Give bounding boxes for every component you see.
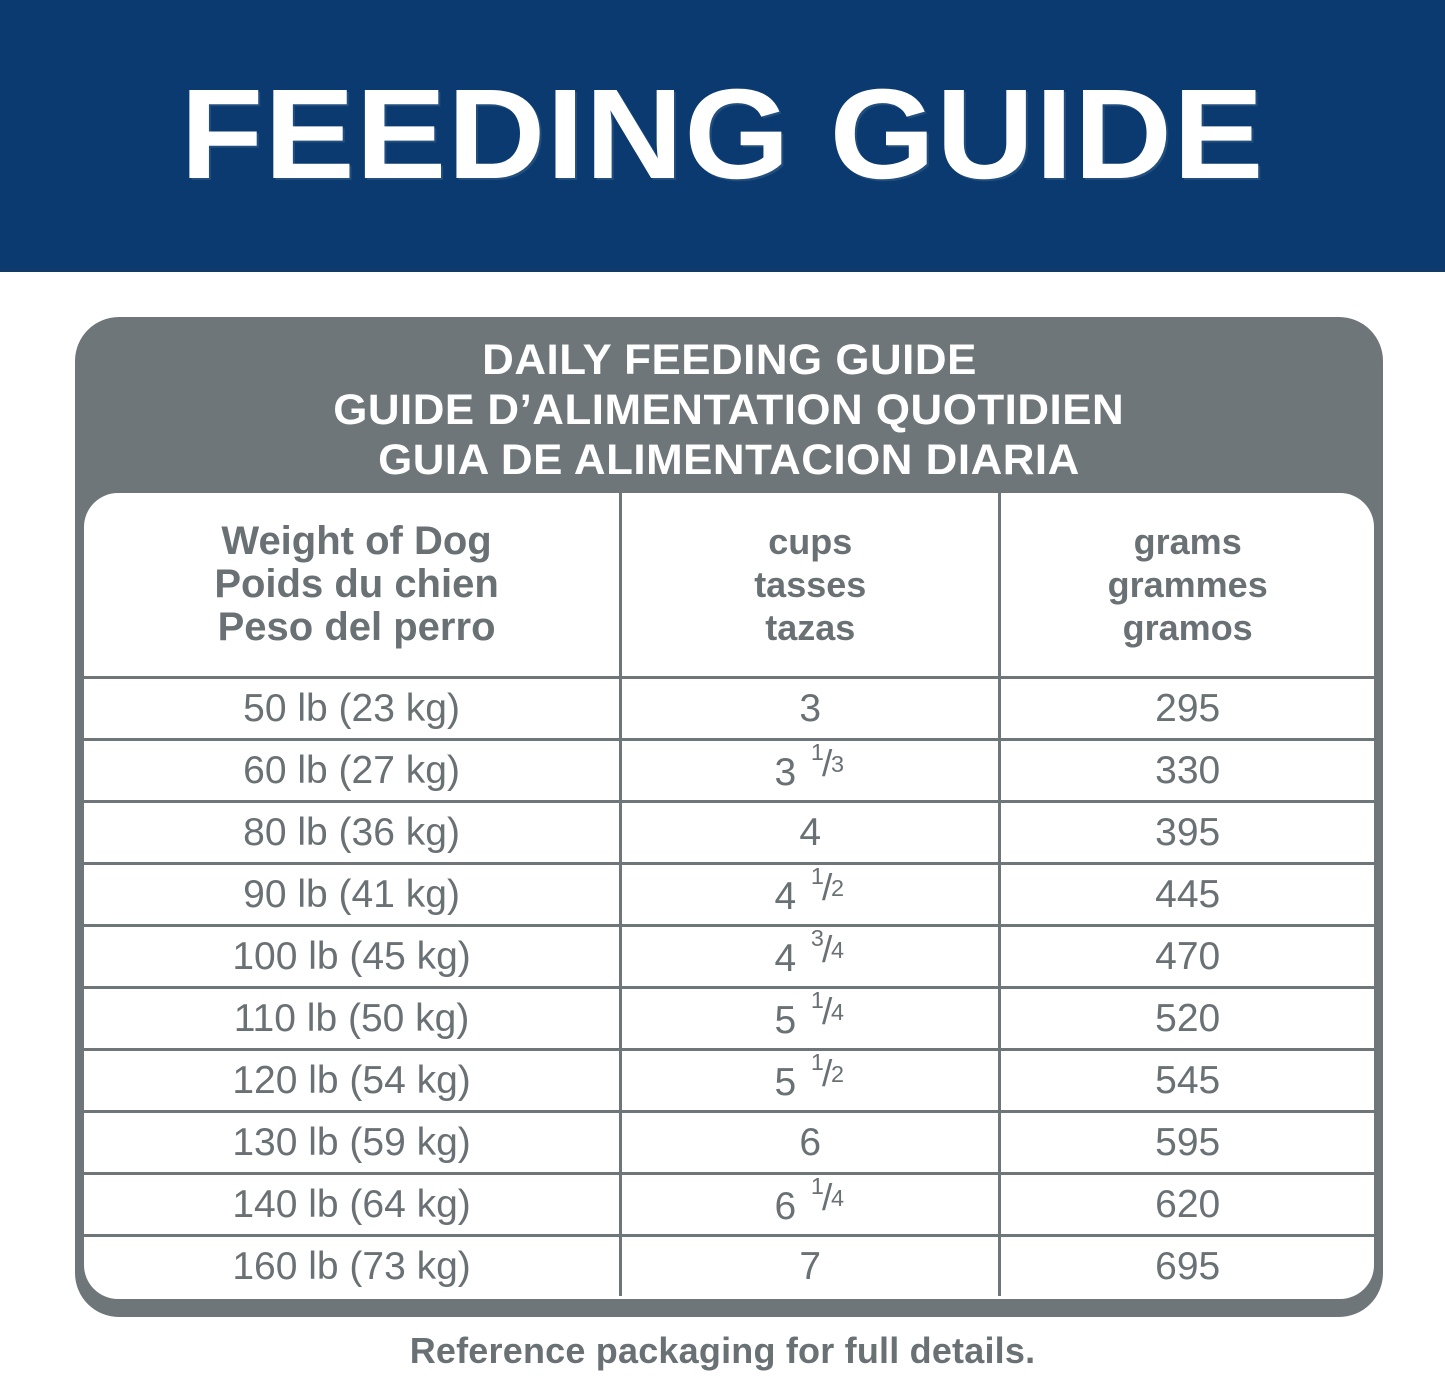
panel-title-fr: GUIDE D’ALIMENTATION QUOTIDIEN	[333, 386, 1125, 434]
fraction-slash: /	[822, 927, 833, 970]
cups-fraction: 1/4	[811, 1173, 846, 1219]
fraction-numerator: 1	[810, 1048, 824, 1075]
fraction-slash: /	[822, 741, 833, 784]
cell-cups: 6 1/4	[620, 1173, 1002, 1237]
cell-weight: 160 lb (73 kg)	[84, 1235, 623, 1296]
fraction-denominator: 4	[831, 999, 845, 1026]
feeding-table: Weight of Dog Poids du chien Peso del pe…	[84, 493, 1374, 1296]
table-row: 80 lb (36 kg) 4 395	[84, 801, 1374, 865]
table-row: 60 lb (27 kg) 3 1/3 330	[84, 739, 1374, 803]
fraction-denominator: 4	[831, 937, 845, 964]
cell-grams: 595	[999, 1111, 1374, 1175]
cell-cups: 4	[620, 801, 1002, 865]
cell-grams: 330	[999, 739, 1374, 803]
column-header-cups: cups tasses tazas	[620, 493, 1002, 679]
cell-cups: 4 1/2	[620, 863, 1002, 927]
panel-title-group: DAILY FEEDING GUIDE GUIDE D’ALIMENTATION…	[75, 317, 1383, 493]
cell-cups: 3	[620, 677, 1002, 741]
feeding-table-body: 50 lb (23 kg) 3 295 60 lb (27 kg) 3 1/3 330 80…	[84, 677, 1374, 1296]
fraction-denominator: 2	[831, 875, 845, 902]
table-row: 130 lb (59 kg) 6 595	[84, 1111, 1374, 1175]
fraction-denominator: 4	[831, 1185, 845, 1212]
cell-cups: 7	[620, 1235, 1002, 1296]
fraction-numerator: 1	[810, 986, 824, 1013]
cell-cups: 6	[620, 1111, 1002, 1175]
cups-fraction: 1/4	[811, 987, 846, 1033]
fraction-numerator: 1	[810, 862, 824, 889]
fraction-slash: /	[822, 865, 833, 908]
cell-weight: 140 lb (64 kg)	[84, 1173, 623, 1237]
fraction-numerator: 1	[810, 738, 824, 765]
table-row: 50 lb (23 kg) 3 295	[84, 677, 1374, 741]
column-header-grams: grams grammes gramos	[999, 493, 1374, 679]
cell-weight: 110 lb (50 kg)	[84, 987, 623, 1051]
cell-grams: 295	[999, 677, 1374, 741]
cell-weight: 90 lb (41 kg)	[84, 863, 623, 927]
fraction-numerator: 1	[810, 1172, 824, 1199]
footer-note: Reference packaging for full details.	[409, 1330, 1036, 1371]
cups-whole: 3	[774, 751, 797, 794]
cell-grams: 395	[999, 801, 1374, 865]
column-header-cups-es: tazas	[765, 607, 856, 648]
daily-feeding-guide-panel: DAILY FEEDING GUIDE GUIDE D’ALIMENTATION…	[75, 317, 1383, 1317]
cups-whole: 5	[774, 1061, 797, 1104]
page-title: FEEDING GUIDE	[180, 62, 1265, 206]
fraction-numerator: 3	[810, 924, 824, 951]
footer: Reference packaging for full details.	[0, 1330, 1445, 1372]
cell-grams: 695	[1155, 1244, 1221, 1288]
cell-weight: 130 lb (59 kg)	[84, 1111, 623, 1175]
cups-whole: 5	[774, 999, 797, 1042]
column-header-grams-en: grams	[1133, 521, 1242, 562]
cell-weight: 80 lb (36 kg)	[84, 801, 623, 865]
fraction-denominator: 3	[831, 751, 845, 778]
cell-grams: 620	[999, 1173, 1374, 1237]
cell-cups: 3 1/3	[620, 739, 1002, 803]
cell-grams: 545	[999, 1049, 1374, 1113]
cell-weight: 50 lb (23 kg)	[84, 677, 623, 741]
cups-whole: 6	[774, 1185, 797, 1228]
fraction-slash: /	[822, 1051, 833, 1094]
cell-weight: 120 lb (54 kg)	[84, 1049, 623, 1113]
fraction-slash: /	[822, 989, 833, 1032]
table-row: 160 lb (73 kg) 7 695	[84, 1235, 1374, 1296]
table-row: 140 lb (64 kg) 6 1/4 620	[84, 1173, 1374, 1237]
column-header-grams-fr: grammes	[1107, 564, 1268, 605]
feeding-guide-banner: FEEDING GUIDE	[0, 0, 1445, 272]
fraction-denominator: 2	[831, 1061, 845, 1088]
table-header-row: Weight of Dog Poids du chien Peso del pe…	[84, 493, 1374, 679]
cups-fraction: 1/3	[811, 739, 846, 785]
cell-cups: 4 3/4	[620, 925, 1002, 989]
feeding-table-header: Weight of Dog Poids du chien Peso del pe…	[84, 493, 1374, 679]
cell-grams: 470	[999, 925, 1374, 989]
cell-cups: 5 1/2	[620, 1049, 1002, 1113]
table-row: 110 lb (50 kg) 5 1/4 520	[84, 987, 1374, 1051]
column-header-cups-fr: tasses	[754, 564, 867, 605]
panel-title-es: GUIA DE ALIMENTACION DIARIA	[378, 436, 1080, 484]
cups-whole: 4	[774, 875, 797, 918]
cups-fraction: 1/2	[811, 863, 846, 909]
fraction-slash: /	[822, 1175, 833, 1218]
cell-grams: 520	[999, 987, 1374, 1051]
column-header-weight-en: Weight of Dog	[221, 519, 492, 563]
column-header-cups-en: cups	[768, 521, 853, 562]
feeding-table-container: Weight of Dog Poids du chien Peso del pe…	[84, 493, 1374, 1299]
column-header-weight-es: Peso del perro	[217, 605, 496, 649]
column-header-grams-es: gramos	[1122, 607, 1253, 648]
cups-fraction: 1/2	[811, 1049, 846, 1095]
cups-whole: 4	[774, 937, 797, 980]
cell-cups: 5 1/4	[620, 987, 1002, 1051]
column-header-weight-fr: Poids du chien	[214, 562, 499, 606]
cell-grams: 445	[999, 863, 1374, 927]
cell-weight: 100 lb (45 kg)	[84, 925, 623, 989]
table-row: 120 lb (54 kg) 5 1/2 545	[84, 1049, 1374, 1113]
table-row: 90 lb (41 kg) 4 1/2 445	[84, 863, 1374, 927]
cups-fraction: 3/4	[811, 925, 846, 971]
table-row: 100 lb (45 kg) 4 3/4 470	[84, 925, 1374, 989]
cell-weight: 60 lb (27 kg)	[84, 739, 623, 803]
panel-title-en: DAILY FEEDING GUIDE	[481, 336, 977, 384]
column-header-weight: Weight of Dog Poids du chien Peso del pe…	[84, 493, 623, 679]
